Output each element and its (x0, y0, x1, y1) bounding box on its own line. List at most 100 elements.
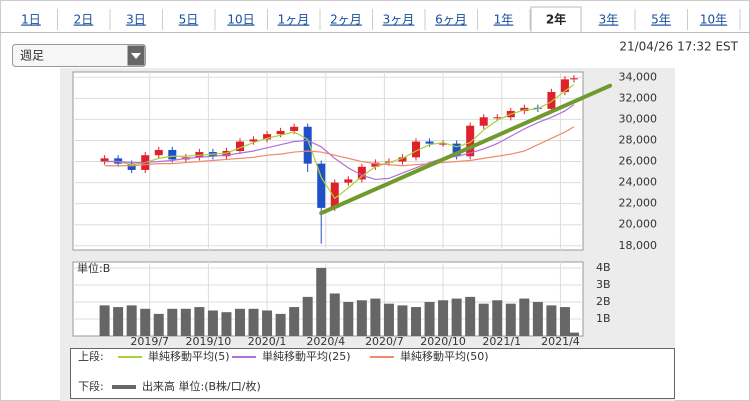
volume-bar (180, 308, 191, 336)
unit-label: 単位:B (77, 261, 110, 275)
candle-body (493, 117, 502, 119)
moving-average-line (104, 84, 575, 200)
volume-bar (465, 296, 476, 336)
y-tick-label: 32,000 (619, 91, 658, 104)
candle-body (263, 134, 272, 140)
y-tick-label: 18,000 (619, 239, 658, 252)
volume-bar (559, 307, 570, 336)
volume-bar (546, 305, 557, 336)
volume-bar (343, 301, 354, 336)
volume-bar (316, 267, 327, 336)
tab[interactable]: 10日 (227, 13, 254, 27)
x-tick-label: 2020/10 (420, 335, 466, 348)
volume-bar (397, 305, 408, 336)
dropdown[interactable]: 週足 (12, 44, 146, 67)
tab[interactable]: 1年 (494, 13, 514, 27)
volume-bar (356, 300, 367, 336)
y-tick-label: 34,000 (619, 70, 658, 83)
candle-body (235, 141, 244, 151)
volume-bar (140, 308, 151, 336)
candle-body (439, 143, 448, 145)
tab[interactable]: 3ヶ月 (383, 13, 415, 27)
volume-bar (329, 293, 340, 336)
x-tick-label: 2021/4 (541, 335, 580, 348)
x-tick-label: 2019/10 (186, 335, 232, 348)
x-tick-label: 2019/7 (130, 335, 169, 348)
volume-bar (248, 308, 259, 336)
tab[interactable]: 10年 (700, 13, 727, 27)
candle-body (317, 163, 326, 208)
y-tick-label: 2B (596, 295, 611, 308)
candle-body (303, 126, 312, 164)
moving-average-line (104, 126, 575, 167)
volume-bar (383, 303, 394, 336)
volume-bar (167, 308, 178, 336)
tab[interactable]: 2日 (74, 13, 94, 27)
tab[interactable]: 6ヶ月 (435, 13, 467, 27)
candle-body (560, 79, 569, 93)
tab[interactable]: 3日 (126, 13, 146, 27)
volume-bar (370, 298, 381, 336)
volume-bar (113, 307, 124, 336)
legend-label: 単純移動平均(50) (400, 349, 489, 363)
volume-bar (519, 298, 530, 336)
volume-bar (126, 305, 137, 336)
volume-bar (275, 313, 286, 336)
volume-bar (568, 332, 579, 336)
tab[interactable]: 5日 (179, 13, 199, 27)
legend-label: 出来高 単位:(B株/口/枚) (142, 379, 261, 393)
candle-body (547, 92, 556, 109)
candle-body (290, 126, 299, 131)
candle-body (344, 179, 353, 183)
volume-bar (221, 312, 232, 336)
y-tick-label: 22,000 (619, 197, 658, 210)
volume-bar (262, 310, 273, 336)
volume-bar (207, 310, 218, 336)
dropdown-label[interactable]: 週足 (20, 49, 44, 63)
candle-body (276, 130, 285, 135)
x-tick-label: 2020/1 (248, 335, 287, 348)
candle-body (330, 182, 339, 208)
x-tick-label: 2021/1 (482, 335, 521, 348)
candle-body (371, 162, 380, 167)
tab[interactable]: 1日 (21, 13, 41, 27)
candle-body (168, 149, 177, 160)
volume-bar (194, 307, 205, 336)
volume-bar (234, 308, 245, 336)
volume-bar (424, 301, 435, 336)
legend-label: 単純移動平均(5) (148, 349, 230, 363)
y-tick-label: 26,000 (619, 155, 658, 168)
volume-bar (492, 300, 503, 336)
tab[interactable]: 3年 (599, 13, 619, 27)
volume-bar (411, 307, 422, 336)
dropdown-arrow (131, 53, 141, 59)
volume-bar (505, 303, 516, 336)
volume-bar (99, 305, 110, 336)
legend-label: 単純移動平均(25) (262, 349, 351, 363)
y-tick-label: 1B (596, 312, 611, 325)
tab-selected[interactable] (530, 6, 582, 33)
tab[interactable]: 5年 (651, 13, 671, 27)
candle-body (479, 117, 488, 126)
candle-body (398, 157, 407, 162)
tab[interactable]: 1ヶ月 (278, 13, 310, 27)
candle-body (425, 141, 434, 144)
y-tick-label: 4B (596, 261, 611, 274)
trendline (319, 83, 613, 216)
y-tick-label: 28,000 (619, 133, 658, 146)
candle-body (412, 141, 421, 158)
volume-bar (302, 296, 313, 336)
volume-bar (478, 303, 489, 336)
candle-body (466, 125, 475, 157)
y-tick-label: 3B (596, 278, 611, 291)
volume-bar (451, 298, 462, 336)
candle-body (452, 143, 461, 157)
tab[interactable]: 2年 (546, 12, 566, 27)
legend: 上段: 単純移動平均(5) 単純移動平均(25) 単純移動平均(50) 下段: 出来高 単… (78, 349, 489, 393)
moving-average-line (104, 104, 575, 181)
x-tick-label: 2020/7 (365, 335, 404, 348)
tab[interactable]: 2ヶ月 (330, 13, 362, 27)
dropdown-box[interactable] (12, 44, 146, 67)
y-tick-label: 20,000 (619, 218, 658, 231)
